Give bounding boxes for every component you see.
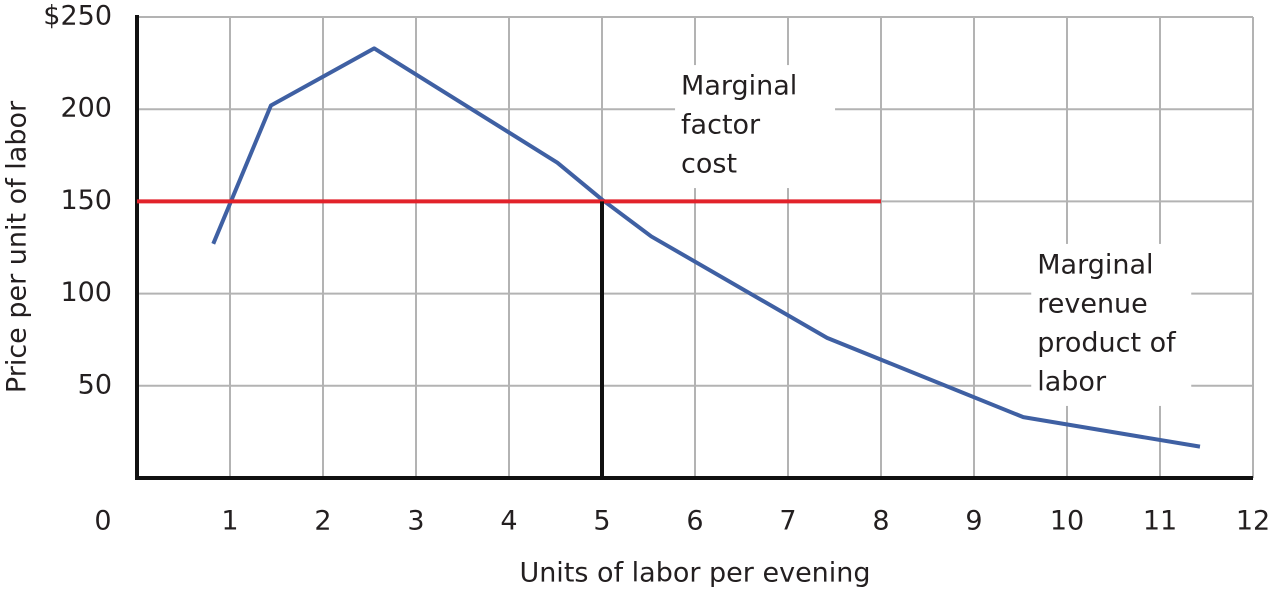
annotation: Marginal [681, 71, 797, 102]
x-tick-label: 11 [1143, 506, 1177, 537]
x-tick-label: 6 [686, 506, 703, 537]
x-tick-label: 2 [314, 506, 331, 537]
x-tick-label: 3 [407, 506, 424, 537]
x-tick-label: 5 [593, 506, 610, 537]
annotation: Marginal [1037, 249, 1153, 280]
y-tick-label: $250 [43, 1, 112, 32]
y-tick-label: 100 [60, 277, 112, 308]
x-tick-label: 7 [779, 506, 796, 537]
y-tick-label: 50 [78, 369, 112, 400]
annotation: product of [1037, 327, 1177, 358]
annotation-bg [675, 65, 836, 189]
x-tick-label: 8 [872, 506, 889, 537]
x-tick-label: 4 [500, 506, 517, 537]
annotation-bg [1031, 243, 1192, 406]
x-tick-label: 12 [1236, 506, 1270, 537]
annotation: revenue [1037, 288, 1148, 319]
y-tick-label: 150 [60, 185, 112, 216]
annotation: labor [1037, 366, 1107, 397]
x-tick-label: 1 [221, 506, 238, 537]
annotation: cost [681, 149, 737, 180]
annotation: factor [681, 110, 761, 141]
x-axis-title: Units of labor per evening [519, 558, 870, 589]
y-axis-title: Price per unit of labor [2, 100, 33, 393]
x-tick-label: 0 [94, 506, 111, 537]
x-tick-label: 10 [1050, 506, 1084, 537]
x-tick-label: 9 [965, 506, 982, 537]
y-tick-label: 200 [60, 93, 112, 124]
